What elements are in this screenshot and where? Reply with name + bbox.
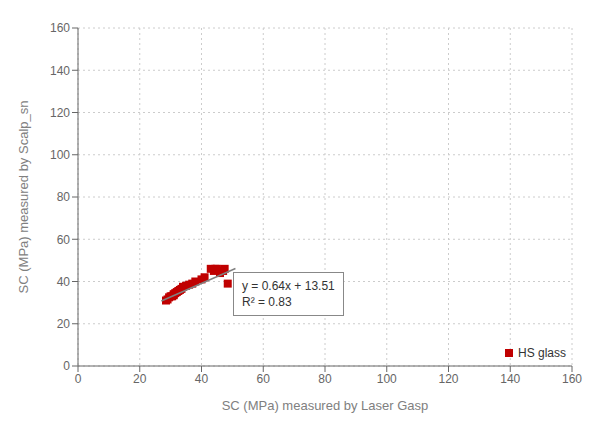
svg-text:140: 140 <box>500 372 520 386</box>
html-text:R² = 0.83: R² = 0.83 <box>242 295 292 309</box>
svg-text:80: 80 <box>57 190 71 204</box>
svg-text:140: 140 <box>50 64 70 78</box>
svg-text:20: 20 <box>133 372 147 386</box>
svg-text:160: 160 <box>50 21 70 35</box>
svg-text:SC (MPa) measured by Laser Gas: SC (MPa) measured by Laser Gasp <box>222 398 429 413</box>
svg-text:120: 120 <box>50 106 70 120</box>
svg-text:SC (MPa) measured by Scalp_sn: SC (MPa) measured by Scalp_sn <box>16 101 31 294</box>
svg-text:40: 40 <box>195 372 209 386</box>
svg-text:20: 20 <box>57 317 71 331</box>
svg-text:0: 0 <box>75 372 82 386</box>
svg-text:0: 0 <box>63 359 70 373</box>
svg-text:60: 60 <box>257 372 271 386</box>
svg-text:100: 100 <box>377 372 397 386</box>
svg-text:60: 60 <box>57 233 71 247</box>
html-text:y = 0.64x + 13.51: y = 0.64x + 13.51 <box>242 279 335 293</box>
html-text:HS glass: HS glass <box>518 346 566 360</box>
svg-text:80: 80 <box>318 372 332 386</box>
svg-text:160: 160 <box>562 372 582 386</box>
svg-text:40: 40 <box>57 275 71 289</box>
svg-text:120: 120 <box>438 372 458 386</box>
svg-text:100: 100 <box>50 148 70 162</box>
